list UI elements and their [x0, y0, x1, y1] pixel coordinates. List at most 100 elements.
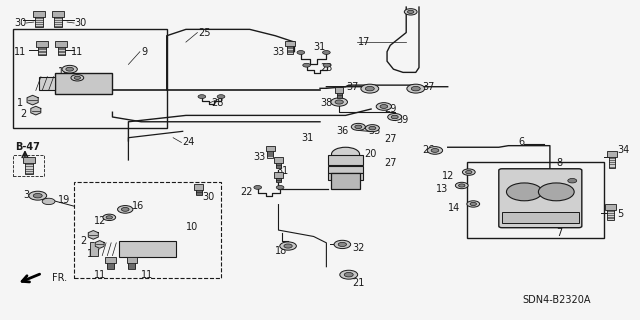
Text: 10: 10	[186, 222, 198, 232]
Text: 16: 16	[58, 68, 70, 77]
Circle shape	[303, 63, 310, 67]
Text: 11: 11	[94, 270, 106, 280]
Circle shape	[66, 67, 74, 71]
Bar	[285, 41, 295, 46]
Bar	[108, 261, 114, 269]
Text: 27: 27	[384, 134, 397, 144]
Bar	[274, 157, 283, 163]
Circle shape	[355, 125, 362, 129]
Text: 38: 38	[321, 98, 333, 108]
Bar	[609, 155, 615, 168]
Circle shape	[254, 186, 262, 189]
Circle shape	[365, 124, 380, 132]
Text: FR.: FR.	[52, 273, 67, 283]
Circle shape	[74, 76, 81, 79]
Circle shape	[365, 86, 374, 91]
Circle shape	[106, 216, 113, 219]
Circle shape	[332, 147, 360, 161]
Bar	[127, 257, 137, 263]
Circle shape	[217, 95, 225, 99]
Bar	[332, 173, 360, 189]
Bar	[36, 41, 49, 47]
Text: 6: 6	[518, 138, 524, 148]
Bar	[38, 45, 46, 55]
Bar	[25, 162, 33, 174]
Circle shape	[369, 126, 376, 130]
Circle shape	[42, 198, 55, 204]
Text: 39: 39	[397, 115, 409, 125]
Text: 31: 31	[301, 133, 314, 143]
Bar	[266, 146, 275, 151]
Text: 1: 1	[87, 249, 93, 259]
Text: 33: 33	[273, 47, 285, 57]
Circle shape	[276, 186, 284, 189]
Circle shape	[338, 242, 346, 246]
Text: 16: 16	[132, 201, 144, 211]
Circle shape	[297, 51, 305, 54]
Bar	[55, 41, 67, 47]
Bar	[129, 261, 135, 269]
Bar	[22, 157, 35, 163]
Text: 21: 21	[352, 278, 364, 288]
Circle shape	[568, 179, 577, 183]
Text: 28: 28	[211, 98, 224, 108]
Circle shape	[323, 63, 331, 67]
Bar	[607, 151, 617, 157]
Circle shape	[323, 51, 330, 54]
Bar	[55, 73, 113, 94]
FancyBboxPatch shape	[499, 169, 582, 228]
Bar	[607, 209, 614, 220]
Circle shape	[456, 182, 468, 189]
Circle shape	[466, 171, 472, 174]
Bar	[276, 161, 282, 168]
Circle shape	[344, 272, 353, 277]
Bar	[276, 176, 282, 182]
Text: 30: 30	[202, 192, 214, 202]
Text: 5: 5	[617, 209, 623, 219]
Text: 31: 31	[276, 166, 288, 176]
Bar	[90, 242, 98, 256]
Bar	[119, 241, 176, 257]
Circle shape	[284, 244, 292, 248]
Polygon shape	[88, 231, 99, 239]
Text: B-47: B-47	[15, 142, 40, 152]
Circle shape	[388, 114, 402, 121]
Text: 19: 19	[58, 195, 70, 205]
Circle shape	[351, 123, 365, 130]
Text: 37: 37	[346, 82, 358, 92]
Text: 1: 1	[17, 98, 23, 108]
Text: 31: 31	[314, 42, 326, 52]
Circle shape	[404, 9, 417, 15]
Text: 12: 12	[442, 171, 454, 181]
Bar	[35, 15, 43, 28]
Circle shape	[376, 103, 392, 110]
Bar	[605, 204, 616, 210]
Circle shape	[391, 115, 398, 119]
Circle shape	[33, 194, 42, 198]
Circle shape	[335, 100, 343, 104]
Bar	[274, 172, 283, 178]
Circle shape	[467, 201, 479, 207]
Text: 7: 7	[556, 228, 563, 238]
Bar	[74, 182, 221, 278]
Text: 12: 12	[93, 216, 106, 226]
Circle shape	[412, 86, 420, 91]
Text: 12: 12	[68, 80, 80, 90]
Circle shape	[62, 65, 77, 73]
Text: 2: 2	[20, 109, 26, 119]
Circle shape	[538, 183, 574, 201]
Bar	[58, 45, 65, 55]
Bar	[328, 173, 364, 180]
Circle shape	[198, 95, 205, 99]
Text: 20: 20	[365, 148, 377, 159]
Text: 26: 26	[422, 146, 435, 156]
Circle shape	[463, 169, 475, 175]
Text: 14: 14	[448, 203, 461, 213]
Circle shape	[470, 202, 476, 205]
Bar	[13, 29, 167, 128]
Text: 23: 23	[320, 63, 332, 73]
Bar	[13, 155, 44, 176]
Text: 30: 30	[14, 18, 26, 28]
Text: 17: 17	[358, 37, 371, 47]
Bar	[328, 166, 364, 173]
